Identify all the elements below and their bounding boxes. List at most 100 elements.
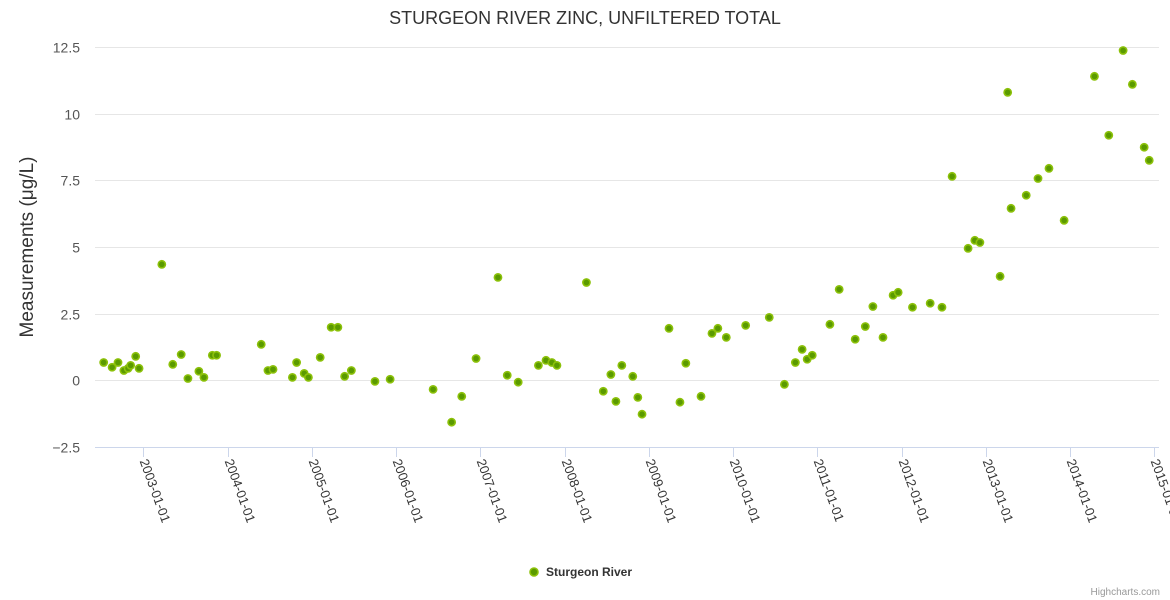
data-point[interactable] [893, 287, 903, 297]
gridlines [95, 47, 1159, 381]
data-point[interactable] [947, 171, 957, 181]
x-tick-label: 2013-01-01 [980, 457, 1017, 525]
data-point[interactable] [315, 352, 325, 362]
legend-label: Sturgeon River [546, 565, 632, 579]
data-point[interactable] [304, 372, 313, 382]
data-point[interactable] [664, 323, 674, 333]
data-point[interactable] [790, 358, 800, 367]
data-point[interactable] [696, 391, 706, 401]
data-point[interactable] [370, 376, 380, 386]
data-point[interactable] [107, 362, 117, 372]
data-point[interactable] [582, 278, 591, 287]
data-point[interactable] [713, 323, 723, 333]
y-tick-label: 2.5 [61, 307, 81, 323]
data-point[interactable] [346, 366, 356, 375]
y-axis-label: Measurements (μg/L) [17, 157, 38, 338]
data-point[interactable] [131, 351, 141, 361]
data-point[interactable] [860, 322, 870, 331]
data-point[interactable] [637, 409, 647, 419]
x-tick-label: 2010-01-01 [727, 457, 764, 525]
y-tick-label: 7.5 [61, 173, 81, 189]
data-point[interactable] [457, 391, 467, 401]
data-point[interactable] [513, 377, 523, 387]
data-point[interactable] [157, 259, 167, 269]
data-point[interactable] [212, 350, 221, 360]
data-point[interactable] [617, 360, 627, 370]
data-point[interactable] [764, 312, 774, 322]
data-point[interactable] [552, 360, 562, 370]
data-point[interactable] [1044, 163, 1054, 173]
data-point[interactable] [292, 358, 302, 367]
data-point[interactable] [628, 371, 638, 381]
data-point[interactable] [834, 284, 844, 294]
data-point[interactable] [493, 272, 503, 282]
data-point[interactable] [176, 350, 186, 359]
data-point[interactable] [1127, 79, 1137, 89]
data-point[interactable] [1118, 46, 1128, 55]
data-point[interactable] [606, 370, 616, 379]
data-point[interactable] [287, 372, 297, 382]
data-point[interactable] [428, 384, 438, 394]
data-point[interactable] [598, 386, 608, 396]
data-point[interactable] [937, 302, 947, 312]
data-point[interactable] [1003, 87, 1013, 97]
x-tick-label: 2005-01-01 [306, 457, 343, 525]
data-point[interactable] [1139, 142, 1149, 152]
data-point[interactable] [268, 364, 278, 374]
data-point[interactable] [534, 360, 543, 370]
data-point[interactable] [807, 350, 817, 360]
data-point[interactable] [975, 238, 985, 247]
data-point[interactable] [611, 396, 621, 406]
data-point[interactable] [780, 379, 789, 389]
data-point[interactable] [471, 354, 481, 363]
data-point[interactable] [194, 366, 204, 376]
data-point[interactable] [908, 302, 917, 312]
data-point[interactable] [1033, 174, 1043, 183]
data-point[interactable] [868, 302, 878, 311]
data-point[interactable] [333, 322, 343, 332]
data-point[interactable] [1059, 215, 1069, 225]
legend-item-sturgeon-river[interactable]: Sturgeon River [529, 565, 632, 579]
data-point[interactable] [1021, 190, 1031, 200]
data-point[interactable] [183, 374, 193, 383]
data-point[interactable] [797, 344, 807, 354]
data-point[interactable] [741, 320, 751, 330]
data-point[interactable] [878, 332, 888, 342]
data-point[interactable] [681, 358, 691, 368]
x-tick-label: 2004-01-01 [222, 457, 259, 525]
data-point[interactable] [1104, 130, 1114, 140]
x-tick-label: 2008-01-01 [559, 457, 596, 525]
data-point[interactable] [385, 374, 395, 384]
data-point[interactable] [1006, 203, 1016, 213]
x-tick-label: 2012-01-01 [896, 457, 933, 525]
data-point[interactable] [963, 243, 973, 253]
chart-title: STURGEON RIVER ZINC, UNFILTERED TOTAL [389, 8, 781, 28]
y-tick-label: 0 [72, 373, 80, 389]
data-point[interactable] [995, 271, 1005, 281]
data-point[interactable] [675, 397, 685, 407]
x-tick-label: 2007-01-01 [474, 457, 511, 525]
data-point[interactable] [113, 358, 123, 367]
data-point[interactable] [134, 363, 144, 373]
data-point[interactable] [502, 370, 512, 380]
data-point[interactable] [447, 417, 457, 427]
data-point[interactable] [850, 334, 860, 344]
data-point[interactable] [825, 319, 835, 329]
x-tick-label: 2003-01-01 [137, 457, 174, 525]
data-point[interactable] [168, 359, 178, 369]
data-point[interactable] [99, 358, 109, 367]
y-tick-label: 12.5 [53, 40, 80, 56]
credits-link[interactable]: Highcharts.com [1091, 587, 1160, 598]
x-axis-ticks: 2003-01-01 2004-01-01 2005-01-01 2006-01-01… [137, 447, 1170, 525]
data-point[interactable] [925, 298, 935, 308]
data-point[interactable] [126, 360, 136, 370]
data-point[interactable] [256, 339, 266, 349]
data-point[interactable] [633, 392, 643, 402]
series-sturgeon-river [99, 46, 1154, 427]
data-point[interactable] [199, 372, 209, 382]
data-point[interactable] [1144, 155, 1154, 165]
data-point[interactable] [1090, 71, 1099, 81]
data-point[interactable] [721, 332, 731, 342]
data-point[interactable] [707, 328, 717, 338]
data-point[interactable] [340, 371, 350, 381]
